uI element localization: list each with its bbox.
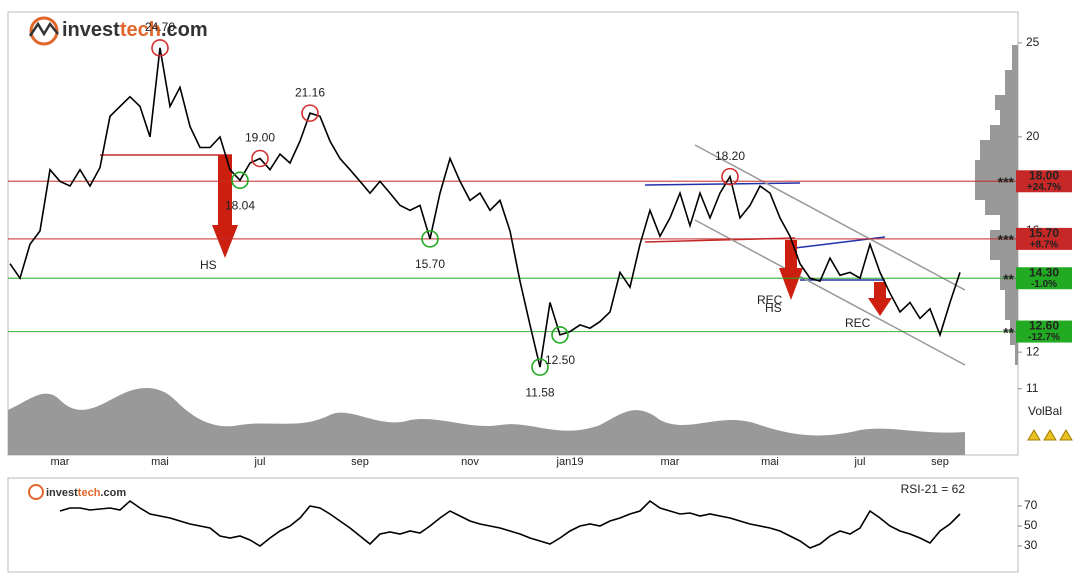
y-tick-label: 30 — [1024, 538, 1038, 552]
price-line — [9, 47, 961, 368]
svg-text:investtech.com: investtech.com — [62, 19, 208, 41]
annotation-circle — [551, 326, 569, 344]
rsi-line — [59, 499, 961, 549]
level-stars: ** — [1003, 324, 1014, 340]
y-tick-label: 12 — [1026, 344, 1040, 358]
y-tick-label: 25 — [1026, 35, 1040, 49]
x-tick-label: jan19 — [556, 456, 584, 468]
volume-profile — [975, 45, 1018, 365]
level-box — [1016, 320, 1072, 343]
annotation-circle — [251, 149, 269, 168]
annotation-label: 15.70 — [415, 257, 445, 271]
y-tick-label: 11 — [1026, 381, 1039, 395]
annotation-label: 12.50 — [545, 353, 575, 367]
x-tick-label: mar — [51, 456, 70, 468]
pattern-label: REC — [845, 316, 871, 330]
x-tick-label: mai — [761, 456, 779, 468]
level-box — [1016, 170, 1072, 193]
pattern-label: HS — [765, 301, 782, 315]
level-label: 12.60 — [1029, 319, 1059, 333]
level-change: +24.7% — [1027, 182, 1061, 193]
x-tick-label: nov — [461, 456, 479, 468]
level-stars: ** — [1003, 271, 1014, 287]
y-tick-label: 70 — [1024, 498, 1038, 512]
annotation-circle — [531, 358, 549, 376]
pattern-label: REC — [757, 293, 783, 307]
pattern-label: HS — [200, 258, 217, 272]
annotation-label: 21.16 — [295, 85, 325, 99]
x-tick-label: mai — [151, 456, 169, 468]
x-tick-label: sep — [351, 456, 369, 468]
annotation-circle — [721, 167, 739, 186]
level-stars: *** — [998, 232, 1015, 248]
logo-small: investtech.com — [28, 484, 126, 500]
level-box — [1016, 267, 1072, 290]
level-change: +8.7% — [1030, 240, 1059, 251]
volume-balance — [8, 388, 965, 455]
y-tick-label: 20 — [1026, 129, 1040, 143]
logo: investtech.com — [28, 16, 208, 46]
annotation-label: 11.58 — [525, 385, 554, 399]
pattern-lines — [100, 144, 966, 366]
level-change: -1.0% — [1031, 279, 1057, 290]
annotation-label: 18.20 — [715, 149, 745, 163]
level-box — [1016, 227, 1072, 250]
rsi-panel — [7, 477, 1019, 573]
volbal-signal — [1027, 429, 1073, 441]
svg-text:investtech.com: investtech.com — [46, 487, 126, 499]
level-stars: *** — [998, 174, 1015, 190]
level-label: 18.00 — [1029, 168, 1059, 182]
annotation-circle — [151, 39, 169, 57]
annotation-circle — [231, 171, 249, 190]
level-label: 15.70 — [1029, 226, 1059, 240]
annotation-circle — [421, 230, 439, 248]
level-label: 14.30 — [1029, 265, 1059, 279]
annotation-label: 18.04 — [225, 199, 255, 213]
rsi-title: RSI-21 = 62 — [901, 482, 966, 496]
x-tick-label: mar — [661, 456, 680, 468]
level-change: -12.7% — [1028, 332, 1060, 343]
annotation-label: 24.70 — [145, 20, 175, 34]
x-tick-label: sep — [931, 456, 949, 468]
x-tick-label: jul — [853, 456, 865, 468]
annotation-circle — [301, 104, 319, 122]
x-tick-label: jul — [253, 456, 265, 468]
volbal-label: VolBal — [1028, 404, 1062, 418]
y-tick-label: 50 — [1024, 518, 1038, 532]
annotation-label: 19.00 — [245, 131, 275, 145]
price-panel — [7, 11, 1019, 456]
